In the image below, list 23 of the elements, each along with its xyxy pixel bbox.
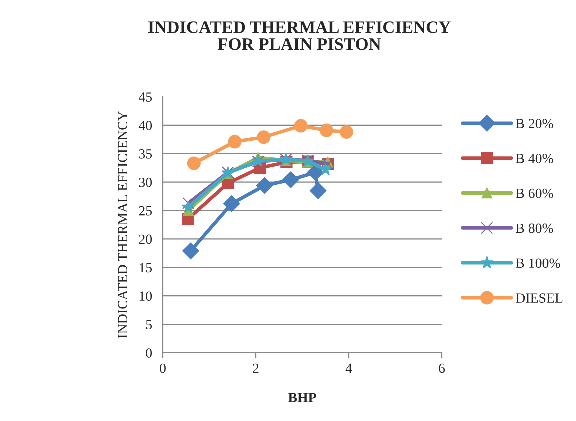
y-tick-label: 40 [138,121,152,130]
legend-label: B 60% [516,188,554,198]
x-tick-label: 6 [439,364,446,374]
y-axis-title: INDICATED THERMAL EFFICIENCY [118,112,128,338]
y-tick-label: 30 [139,178,152,188]
x-tick-label: 2 [253,364,259,374]
y-tick-label: 45 [138,92,152,102]
y-tick-label: 10 [140,292,152,302]
y-tick-label: 35 [139,150,152,159]
y-tick-label: 0 [146,348,152,358]
y-tick-label: 5 [146,320,152,330]
chart-title: INDICATED THERMAL EFFICIENCY FOR PLAIN PISTON [148,22,451,50]
y-tick-label: 25 [139,206,152,216]
legend-label: DIESEL [516,294,563,303]
x-tick-label: 0 [160,364,166,374]
legend-label: B 40% [516,154,554,164]
legend-label: B 100% [516,258,560,268]
x-axis-title: BHP [288,393,316,402]
y-tick-label: 20 [139,234,152,244]
legend-label: B 20% [516,119,554,129]
y-tick-label: 15 [140,263,152,273]
legend-label: B 80% [516,224,554,234]
x-tick-label: 4 [346,364,352,374]
